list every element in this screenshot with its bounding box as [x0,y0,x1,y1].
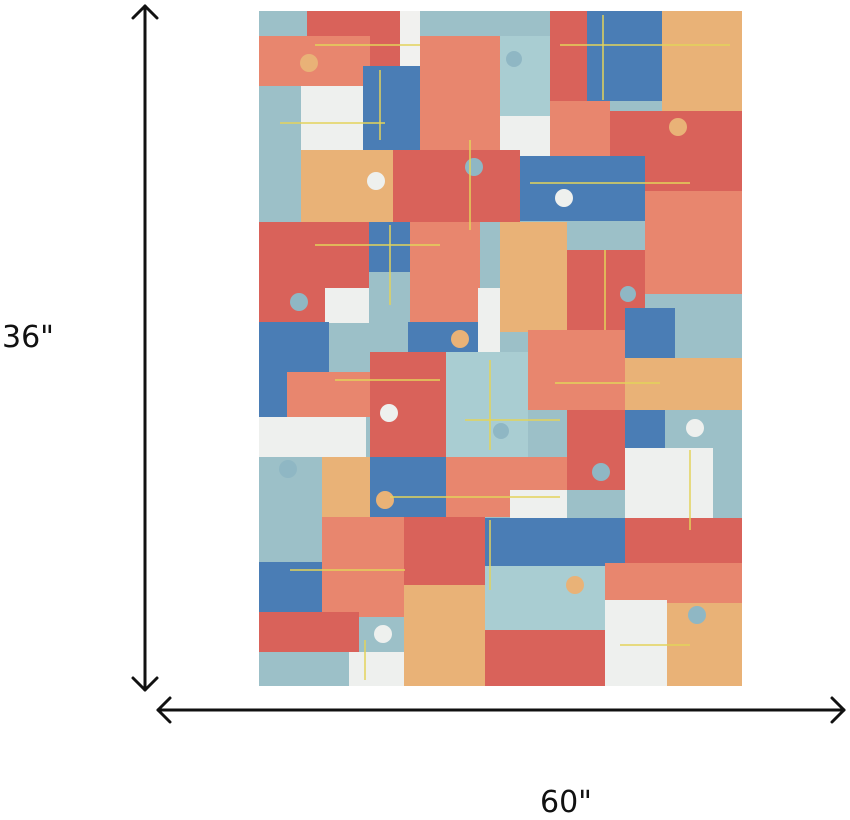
rug [259,11,742,686]
width-label: 60" [540,785,592,820]
height-label: 36" [2,320,54,355]
dimension-arrows [131,4,846,724]
